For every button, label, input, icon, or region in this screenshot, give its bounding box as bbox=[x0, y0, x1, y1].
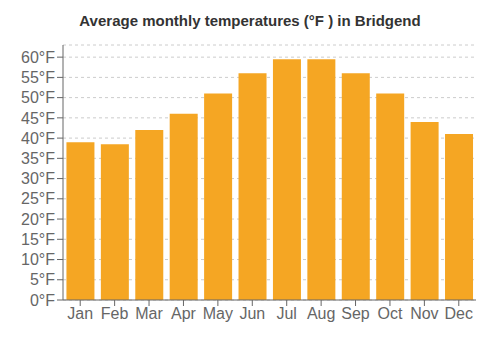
svg-text:Feb: Feb bbox=[101, 305, 129, 322]
svg-text:Mar: Mar bbox=[135, 305, 163, 322]
svg-text:May: May bbox=[203, 305, 233, 322]
svg-text:20°F: 20°F bbox=[21, 211, 55, 228]
svg-text:Oct: Oct bbox=[378, 305, 403, 322]
svg-text:15°F: 15°F bbox=[21, 231, 55, 248]
svg-text:Sep: Sep bbox=[341, 305, 370, 322]
svg-text:10°F: 10°F bbox=[21, 251, 55, 268]
svg-text:Apr: Apr bbox=[171, 305, 197, 322]
svg-text:5°F: 5°F bbox=[30, 271, 55, 288]
svg-text:25°F: 25°F bbox=[21, 190, 55, 207]
svg-text:Jan: Jan bbox=[67, 305, 93, 322]
svg-text:40°F: 40°F bbox=[21, 130, 55, 147]
html-text:Average monthly temperatures (: Average monthly temperatures (°F ) in Br… bbox=[79, 12, 421, 29]
svg-text:30°F: 30°F bbox=[21, 170, 55, 187]
svg-text:Dec: Dec bbox=[445, 305, 473, 322]
svg-text:0°F: 0°F bbox=[30, 292, 55, 309]
svg-text:50°F: 50°F bbox=[21, 89, 55, 106]
svg-text:45°F: 45°F bbox=[21, 110, 55, 127]
svg-text:Nov: Nov bbox=[410, 305, 438, 322]
svg-text:Aug: Aug bbox=[307, 305, 335, 322]
svg-text:Jul: Jul bbox=[276, 305, 296, 322]
svg-text:55°F: 55°F bbox=[21, 69, 55, 86]
svg-text:60°F: 60°F bbox=[21, 49, 55, 66]
svg-text:Jun: Jun bbox=[239, 305, 265, 322]
svg-text:35°F: 35°F bbox=[21, 150, 55, 167]
